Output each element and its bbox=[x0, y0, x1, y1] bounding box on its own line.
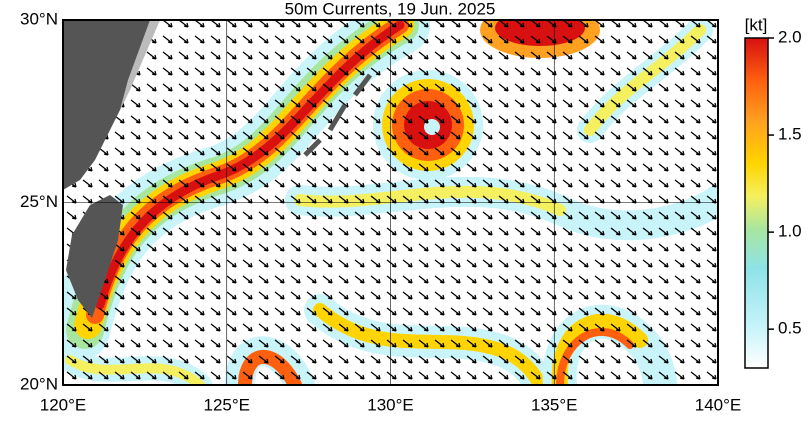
colorbar-tick-label: 2.0 bbox=[778, 27, 802, 46]
colorbar-tick-label: 0.5 bbox=[778, 319, 802, 338]
lon-tick-label: 120°E bbox=[40, 395, 87, 414]
lon-tick-label: 135°E bbox=[531, 395, 578, 414]
lon-tick-label: 125°E bbox=[203, 395, 250, 414]
lat-tick-label: 25°N bbox=[20, 192, 58, 211]
colorbar-unit: [kt] bbox=[745, 15, 768, 34]
lat-tick-label: 20°N bbox=[20, 374, 58, 393]
colorbar bbox=[744, 37, 769, 369]
lon-tick-label: 140°E bbox=[695, 395, 742, 414]
map-title: 50m Currents, 19 Jun. 2025 bbox=[285, 0, 496, 18]
colorbar-tick-label: 1.5 bbox=[778, 125, 802, 144]
lat-tick-label: 30°N bbox=[20, 9, 58, 28]
coastal-shelf bbox=[120, 20, 160, 110]
taiwan bbox=[66, 195, 123, 318]
ryukyu-islands bbox=[303, 73, 372, 157]
lon-tick-label: 130°E bbox=[367, 395, 414, 414]
map-frame bbox=[62, 19, 719, 386]
colorbar-tick-label: 1.0 bbox=[778, 222, 802, 241]
